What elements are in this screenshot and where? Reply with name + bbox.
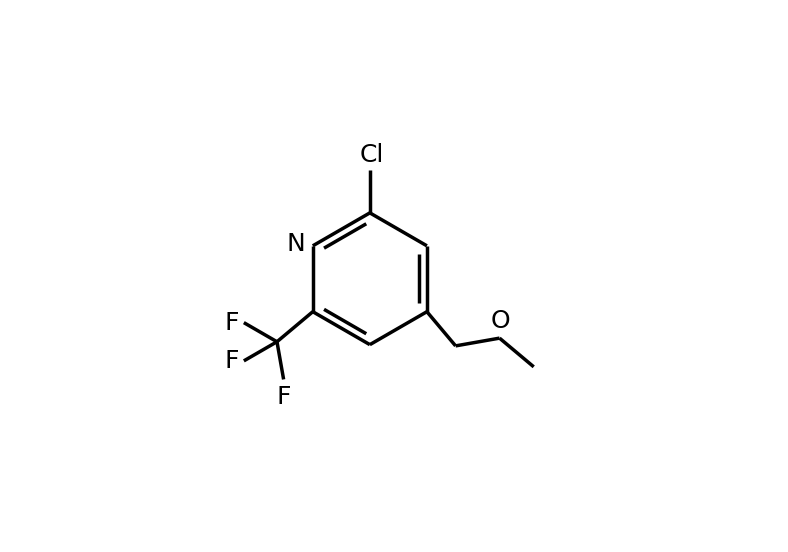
Text: Cl: Cl <box>360 143 385 167</box>
Text: O: O <box>491 309 510 333</box>
Text: F: F <box>225 311 239 335</box>
Text: F: F <box>277 385 291 408</box>
Text: N: N <box>286 232 305 256</box>
Text: F: F <box>225 349 239 373</box>
